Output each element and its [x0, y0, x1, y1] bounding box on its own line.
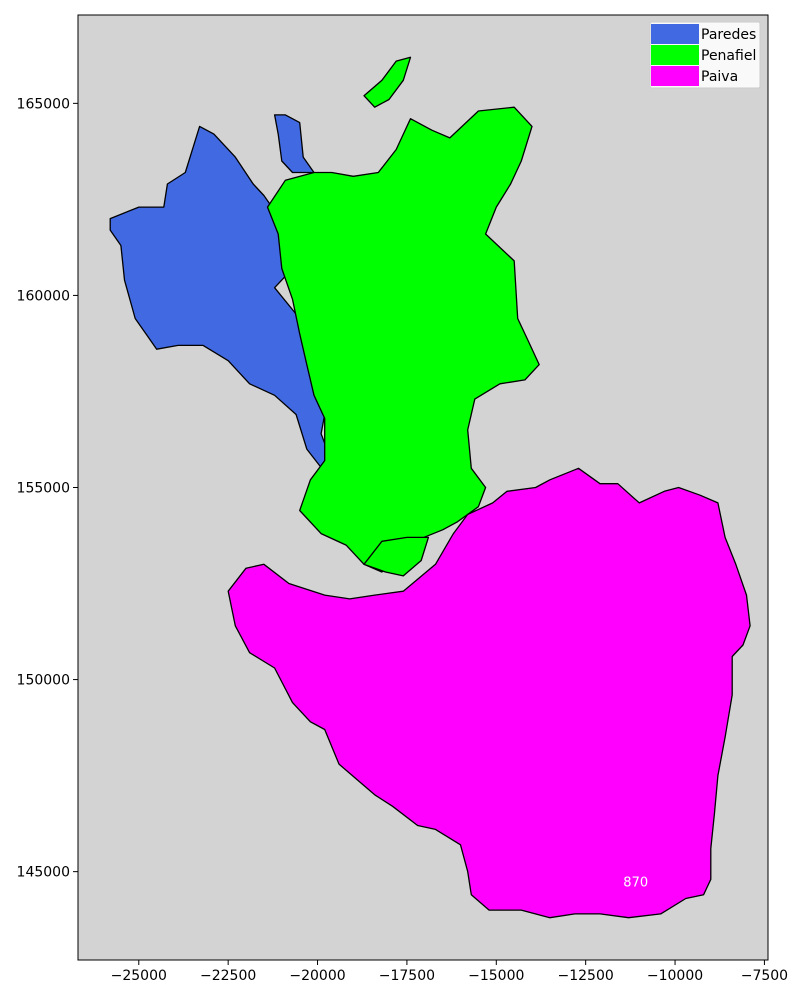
x-axis: −25000 −22500 −20000 −17500 −15000 −12500 −100… — [111, 960, 788, 984]
x-tick-label: −10000 — [647, 968, 703, 984]
legend-label-paredes: Paredes — [701, 27, 756, 43]
region-annotation-0: 870 — [623, 876, 648, 891]
region-penafiel-4 — [363, 536, 430, 577]
y-tick-label: 155000 — [17, 481, 70, 497]
x-tick-label: −12500 — [558, 968, 614, 984]
legend-label-penafiel: Penafiel — [701, 48, 756, 64]
x-tick-label: −15000 — [468, 968, 524, 984]
legend-swatch-penafiel — [651, 45, 699, 65]
region-penafiel-2 — [266, 106, 540, 573]
y-axis: 145000 150000 155000 160000 165000 — [17, 96, 78, 881]
annotations-layer: 870 — [623, 876, 648, 891]
y-tick-label: 160000 — [17, 288, 70, 304]
legend-label-paiva: Paiva — [701, 69, 738, 85]
y-tick-label: 165000 — [17, 96, 70, 112]
y-tick-label: 145000 — [17, 865, 70, 881]
x-tick-label: −22500 — [200, 968, 256, 984]
legend: Paredes Penafiel Paiva — [649, 21, 761, 89]
y-tick-label: 150000 — [17, 673, 70, 689]
legend-swatch-paiva — [651, 66, 699, 86]
x-tick-label: −7500 — [741, 968, 788, 984]
region-paiva-5 — [227, 467, 751, 919]
regions-layer — [109, 56, 751, 919]
x-tick-label: −20000 — [289, 968, 345, 984]
legend-swatch-paredes — [651, 24, 699, 44]
x-tick-label: −25000 — [111, 968, 167, 984]
region-penafiel-3 — [363, 56, 412, 108]
x-tick-label: −17500 — [379, 968, 435, 984]
